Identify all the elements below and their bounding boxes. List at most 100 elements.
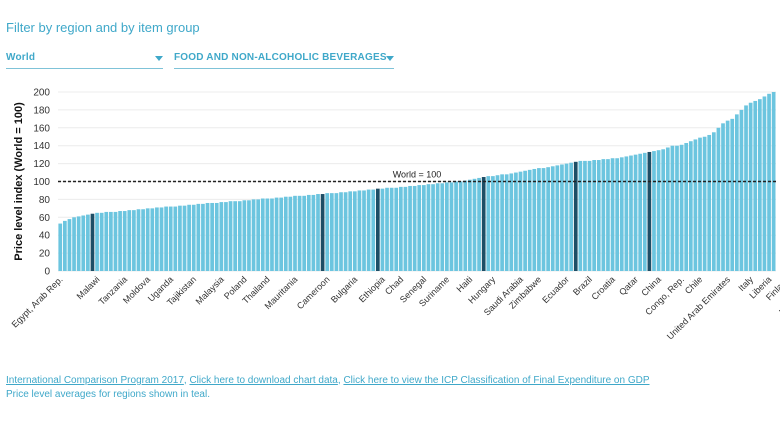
country-bar[interactable] bbox=[210, 202, 214, 271]
region-bar[interactable] bbox=[573, 161, 578, 271]
country-bar[interactable] bbox=[578, 160, 583, 271]
country-bar[interactable] bbox=[311, 194, 316, 271]
country-bar[interactable] bbox=[527, 169, 532, 271]
country-bar[interactable] bbox=[173, 206, 178, 271]
country-bar[interactable] bbox=[629, 155, 633, 271]
country-bar[interactable] bbox=[334, 193, 339, 271]
country-bar[interactable] bbox=[748, 102, 753, 272]
country-bar[interactable] bbox=[665, 147, 670, 271]
country-bar[interactable] bbox=[541, 168, 546, 271]
country-bar[interactable] bbox=[679, 144, 684, 271]
country-bar[interactable] bbox=[237, 201, 242, 271]
country-bar[interactable] bbox=[339, 192, 343, 271]
country-bar[interactable] bbox=[104, 211, 109, 271]
country-bar[interactable] bbox=[122, 211, 127, 271]
country-bar[interactable] bbox=[113, 211, 118, 271]
country-bar[interactable] bbox=[394, 187, 399, 271]
country-bar[interactable] bbox=[445, 182, 449, 271]
region-dropdown[interactable]: World bbox=[6, 48, 163, 69]
country-bar[interactable] bbox=[352, 191, 357, 271]
country-bar[interactable] bbox=[615, 158, 620, 271]
country-bar[interactable] bbox=[454, 181, 458, 272]
country-bar[interactable] bbox=[403, 186, 408, 271]
country-bar[interactable] bbox=[224, 202, 228, 271]
country-bar[interactable] bbox=[233, 201, 237, 271]
country-bar[interactable] bbox=[329, 193, 334, 271]
country-bar[interactable] bbox=[81, 215, 86, 271]
country-bar[interactable] bbox=[652, 151, 656, 271]
country-bar[interactable] bbox=[601, 159, 606, 271]
country-bar[interactable] bbox=[366, 189, 371, 271]
country-bar[interactable] bbox=[509, 173, 514, 271]
country-bar[interactable] bbox=[624, 156, 629, 271]
country-bar[interactable] bbox=[398, 186, 403, 271]
country-bar[interactable] bbox=[412, 185, 417, 271]
country-bar[interactable] bbox=[537, 168, 541, 271]
country-bar[interactable] bbox=[596, 160, 601, 271]
country-bar[interactable] bbox=[449, 182, 454, 271]
country-bar[interactable] bbox=[251, 199, 256, 271]
country-bar[interactable] bbox=[550, 166, 555, 271]
country-bar[interactable] bbox=[762, 96, 767, 271]
country-bar[interactable] bbox=[633, 154, 638, 271]
country-bar[interactable] bbox=[63, 220, 67, 271]
country-bar[interactable] bbox=[670, 145, 675, 271]
country-bar[interactable] bbox=[725, 120, 730, 271]
country-bar[interactable] bbox=[274, 197, 279, 271]
country-bar[interactable] bbox=[500, 174, 504, 271]
country-bar[interactable] bbox=[201, 203, 205, 271]
country-bar[interactable] bbox=[546, 167, 550, 271]
country-bar[interactable] bbox=[76, 216, 81, 271]
country-bar[interactable] bbox=[592, 160, 596, 271]
country-bar[interactable] bbox=[242, 200, 247, 271]
country-bar[interactable] bbox=[698, 137, 702, 271]
country-bar[interactable] bbox=[182, 205, 187, 271]
country-bar[interactable] bbox=[159, 207, 164, 271]
country-bar[interactable] bbox=[463, 180, 468, 271]
country-bar[interactable] bbox=[431, 184, 435, 271]
country-bar[interactable] bbox=[587, 160, 592, 271]
country-bar[interactable] bbox=[518, 171, 523, 271]
country-bar[interactable] bbox=[426, 184, 431, 271]
country-bar[interactable] bbox=[380, 188, 385, 271]
country-bar[interactable] bbox=[118, 211, 122, 271]
country-bar[interactable] bbox=[560, 164, 564, 271]
country-bar[interactable] bbox=[468, 179, 472, 271]
country-bar[interactable] bbox=[136, 209, 141, 271]
country-bar[interactable] bbox=[343, 192, 348, 271]
country-bar[interactable] bbox=[316, 194, 320, 271]
country-bar[interactable] bbox=[205, 202, 210, 271]
country-bar[interactable] bbox=[491, 176, 495, 271]
country-bar[interactable] bbox=[435, 183, 440, 271]
country-bar[interactable] bbox=[716, 127, 721, 271]
country-bar[interactable] bbox=[711, 132, 716, 271]
country-bar[interactable] bbox=[656, 150, 661, 271]
country-bar[interactable] bbox=[348, 191, 353, 271]
country-bar[interactable] bbox=[440, 183, 445, 271]
country-bar[interactable] bbox=[228, 201, 233, 271]
country-bar[interactable] bbox=[265, 198, 270, 271]
country-bar[interactable] bbox=[256, 199, 261, 271]
item-group-dropdown[interactable]: FOOD AND NON-ALCOHOLIC BEVERAGES bbox=[174, 48, 394, 69]
country-bar[interactable] bbox=[619, 157, 624, 271]
country-bar[interactable] bbox=[417, 185, 422, 271]
chevron-down-icon[interactable] bbox=[155, 56, 163, 61]
country-bar[interactable] bbox=[58, 223, 63, 271]
country-bar[interactable] bbox=[270, 198, 274, 271]
country-bar[interactable] bbox=[72, 217, 76, 271]
country-bar[interactable] bbox=[606, 159, 610, 271]
country-bar[interactable] bbox=[721, 123, 725, 271]
country-bar[interactable] bbox=[306, 194, 311, 271]
country-bar[interactable] bbox=[67, 219, 72, 271]
country-bar[interactable] bbox=[191, 204, 196, 271]
country-bar[interactable] bbox=[504, 174, 509, 271]
country-bar[interactable] bbox=[168, 206, 173, 271]
country-bar[interactable] bbox=[477, 177, 481, 271]
country-bar[interactable] bbox=[155, 207, 159, 271]
country-bar[interactable] bbox=[86, 214, 90, 271]
country-bar[interactable] bbox=[95, 212, 99, 271]
country-bar[interactable] bbox=[99, 212, 104, 271]
country-bar[interactable] bbox=[279, 197, 284, 271]
country-bar[interactable] bbox=[458, 181, 463, 272]
country-bar[interactable] bbox=[132, 210, 136, 271]
